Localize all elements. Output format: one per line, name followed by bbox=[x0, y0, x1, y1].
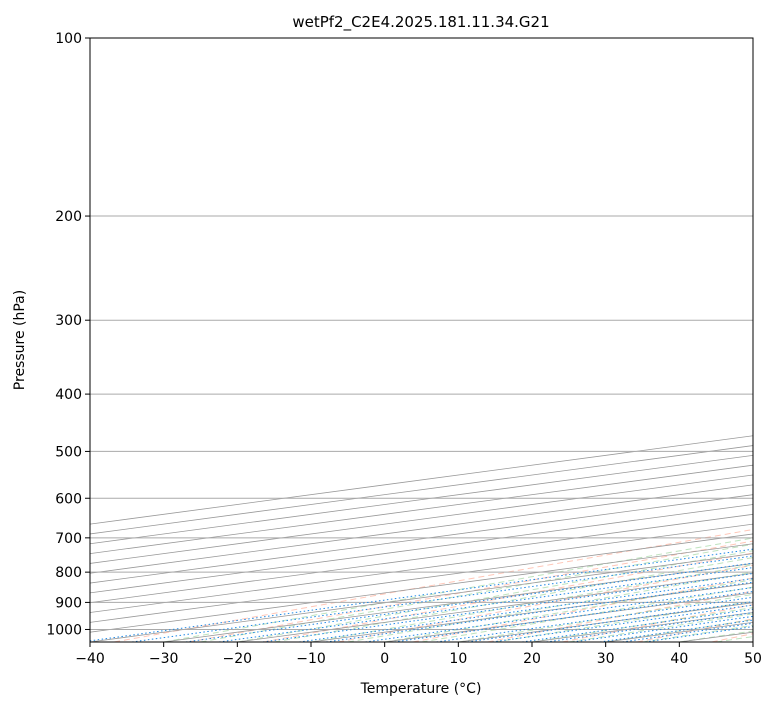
isotherm-line bbox=[90, 553, 753, 642]
dry-adiabats bbox=[114, 528, 753, 642]
y-tick-label: 500 bbox=[55, 444, 82, 460]
moist-adiabat-line bbox=[716, 636, 753, 642]
dry-adiabat-line bbox=[636, 618, 753, 642]
moist-adiabat-line bbox=[642, 624, 753, 642]
y-tick-label: 1000 bbox=[46, 622, 82, 638]
y-tick-label: 900 bbox=[55, 595, 82, 611]
y-tick-label: 300 bbox=[55, 313, 82, 329]
isotherm-line bbox=[90, 523, 753, 613]
isotherm-line bbox=[384, 592, 753, 642]
plot-area: 0.10.20.40.611.52346810131620253036-100-… bbox=[90, 38, 753, 642]
isotherm-line bbox=[90, 445, 753, 535]
moist-adiabat-line bbox=[200, 543, 753, 642]
isotherm-line bbox=[90, 464, 753, 555]
mixing-ratio-lines bbox=[90, 548, 753, 642]
x-tick-label: −10 bbox=[296, 651, 326, 667]
isotherm-line bbox=[90, 533, 753, 623]
mixing-ratio-line bbox=[546, 612, 753, 642]
mixing-ratio-line bbox=[131, 555, 753, 642]
x-tick-label: −20 bbox=[223, 651, 253, 667]
x-tick-label: −30 bbox=[149, 651, 179, 667]
skewed-isotherms bbox=[90, 435, 753, 642]
dry-adiabat-line bbox=[263, 552, 753, 642]
x-axis-ticks: −40 −30 −20 −10 0 10 20 30 40 50 bbox=[75, 642, 762, 667]
mixing-ratio-line bbox=[394, 590, 753, 642]
moist-adiabat-line bbox=[310, 564, 753, 642]
mixing-ratio-line bbox=[365, 587, 753, 642]
isotherm-line bbox=[310, 582, 753, 642]
isotherm-line bbox=[458, 602, 753, 642]
moist-adiabat-line bbox=[531, 607, 753, 642]
plot-frame bbox=[89, 37, 754, 643]
x-axis-label: Temperature (°C) bbox=[360, 681, 482, 697]
moist-adiabat-line bbox=[163, 537, 753, 642]
dry-adiabat-line bbox=[711, 633, 753, 642]
dry-adiabat-line bbox=[188, 540, 753, 642]
y-tick-label: 200 bbox=[55, 209, 82, 225]
moist-adiabat-line bbox=[495, 600, 753, 642]
y-axis-label: Pressure (hPa) bbox=[12, 290, 28, 390]
dry-adiabat-line bbox=[562, 604, 753, 642]
mixing-ratio-line bbox=[262, 572, 753, 642]
isobar-gridlines bbox=[90, 38, 753, 630]
isotherm-line bbox=[752, 641, 753, 642]
moist-adiabat-line bbox=[347, 571, 753, 642]
chart-title: wetPf2_C2E4.2025.181.11.34.G21 bbox=[292, 13, 549, 32]
moist-adiabat-line bbox=[458, 593, 753, 642]
y-tick-label: 800 bbox=[55, 565, 82, 581]
isotherm-line bbox=[90, 435, 753, 525]
moist-adiabat-line bbox=[568, 613, 753, 642]
y-tick-label: 600 bbox=[55, 491, 82, 507]
y-axis-ticks: 1000 900 800 700 600 500 400 300 200 100 bbox=[46, 31, 90, 638]
isotherm-line bbox=[90, 504, 753, 594]
y-tick-label: 700 bbox=[55, 531, 82, 547]
x-tick-label: 30 bbox=[597, 651, 615, 667]
x-tick-label: 10 bbox=[449, 651, 467, 667]
x-tick-label: 50 bbox=[744, 651, 762, 667]
moist-adiabat-line bbox=[274, 557, 753, 642]
isotherm-line bbox=[90, 543, 753, 633]
x-tick-label: −40 bbox=[75, 651, 105, 667]
isotherm-line bbox=[90, 484, 753, 574]
x-tick-label: 40 bbox=[670, 651, 688, 667]
y-tick-label: 400 bbox=[55, 387, 82, 403]
dry-adiabat-line bbox=[487, 590, 753, 642]
mixing-ratio-line bbox=[90, 548, 753, 642]
isotherm-line bbox=[531, 612, 753, 642]
x-tick-label: 0 bbox=[380, 651, 389, 667]
x-tick-label: 20 bbox=[523, 651, 541, 667]
y-tick-label: 100 bbox=[55, 31, 82, 47]
mixing-ratio-line bbox=[299, 578, 753, 642]
isotherm-line bbox=[90, 494, 753, 584]
isotherm-line bbox=[90, 474, 753, 564]
moist-adiabat-line bbox=[237, 550, 753, 642]
mixing-ratio-line bbox=[326, 581, 753, 642]
isotherm-line bbox=[90, 454, 753, 545]
dry-adiabat-line bbox=[412, 577, 753, 642]
isotherm-line bbox=[90, 513, 753, 604]
moist-adiabat-line bbox=[384, 579, 753, 642]
